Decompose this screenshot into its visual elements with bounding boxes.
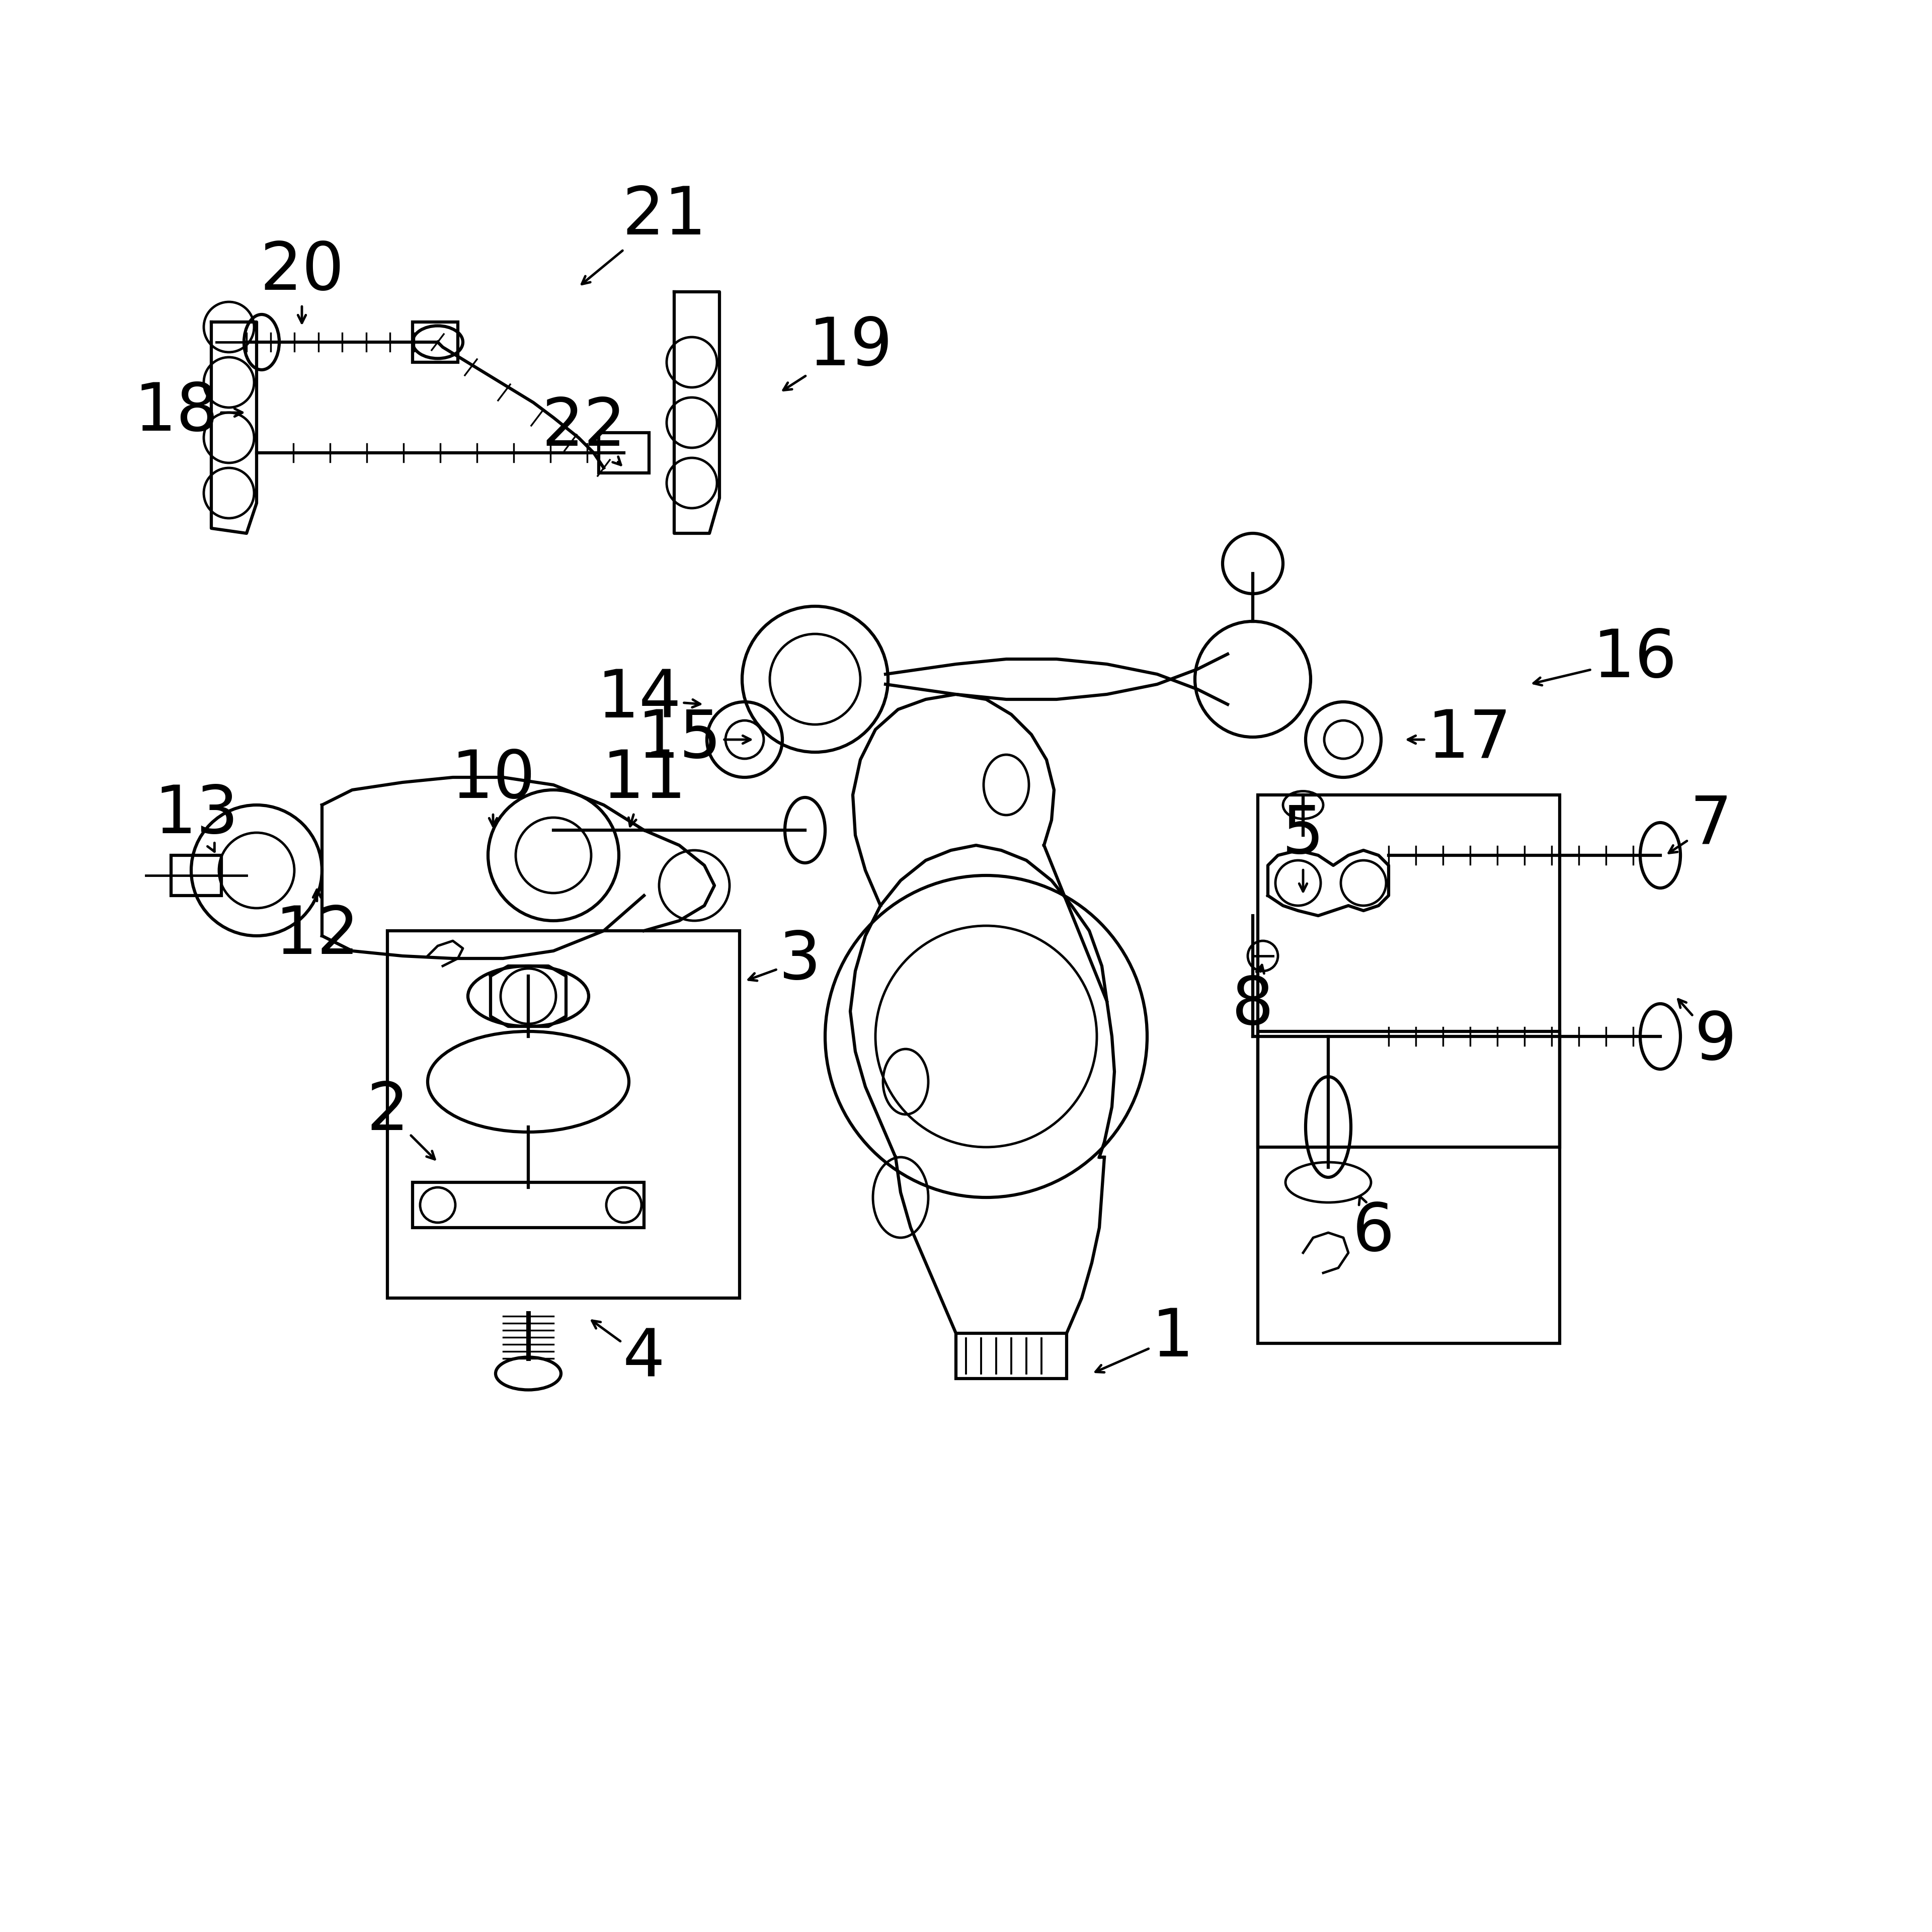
Bar bbox=[599, 433, 649, 473]
Text: 8: 8 bbox=[1233, 964, 1273, 1037]
Bar bbox=[413, 323, 458, 363]
Bar bbox=[413, 1182, 643, 1227]
Text: 2: 2 bbox=[367, 1080, 435, 1159]
Text: 12: 12 bbox=[274, 889, 359, 968]
Text: 17: 17 bbox=[1408, 707, 1511, 771]
Bar bbox=[172, 856, 222, 896]
Text: 18: 18 bbox=[133, 381, 242, 444]
Text: 20: 20 bbox=[259, 240, 344, 323]
Text: 22: 22 bbox=[541, 396, 626, 466]
Bar bbox=[1258, 1032, 1559, 1343]
Text: 5: 5 bbox=[1283, 804, 1323, 891]
Bar bbox=[1258, 794, 1559, 1148]
Bar bbox=[956, 1333, 1066, 1379]
Text: 3: 3 bbox=[748, 929, 821, 993]
Text: 13: 13 bbox=[155, 782, 238, 852]
Text: 7: 7 bbox=[1669, 794, 1731, 858]
Text: 11: 11 bbox=[601, 748, 686, 827]
Text: 19: 19 bbox=[782, 315, 893, 390]
Text: 4: 4 bbox=[591, 1321, 665, 1391]
Text: 14: 14 bbox=[597, 667, 699, 732]
Text: 6: 6 bbox=[1352, 1196, 1395, 1265]
Text: 15: 15 bbox=[638, 707, 750, 771]
Text: 10: 10 bbox=[450, 748, 535, 827]
Text: 9: 9 bbox=[1679, 999, 1737, 1074]
Bar bbox=[388, 931, 740, 1298]
Text: 16: 16 bbox=[1534, 628, 1677, 692]
Text: 21: 21 bbox=[582, 184, 707, 284]
Text: 1: 1 bbox=[1095, 1306, 1194, 1372]
